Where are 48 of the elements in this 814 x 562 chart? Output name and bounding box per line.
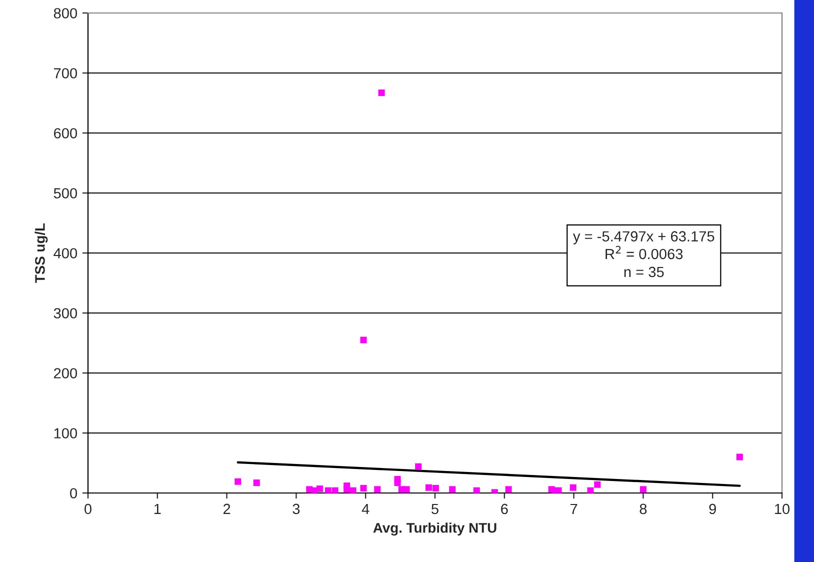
- y-tick-label: 200: [54, 368, 78, 378]
- point: [432, 484, 439, 492]
- x-tick-label: 3: [292, 504, 300, 514]
- point: [570, 484, 576, 491]
- x-tick-label: 0: [84, 504, 92, 514]
- x-tick-label: 10: [775, 504, 790, 514]
- y-tick-label: 700: [54, 68, 78, 78]
- point: [324, 487, 332, 493]
- point: [594, 481, 601, 488]
- point: [360, 336, 367, 344]
- point: [640, 486, 646, 493]
- y-tick-label: 500: [54, 188, 78, 198]
- point: [360, 484, 367, 492]
- point: [587, 487, 594, 493]
- y-axis-title: TSS ug/L: [34, 223, 48, 283]
- point: [316, 486, 324, 492]
- point: [425, 484, 432, 491]
- x-tick-label: 5: [432, 504, 438, 514]
- x-tick-label: 9: [709, 504, 716, 514]
- point: [555, 487, 562, 493]
- point: [378, 90, 385, 96]
- point: [350, 487, 356, 493]
- x-axis-title: Avg. Turbidity NTU: [373, 522, 496, 536]
- point: [403, 486, 410, 493]
- point: [332, 487, 338, 493]
- x-tick-label: 4: [362, 504, 370, 514]
- point: [473, 487, 480, 493]
- point: [253, 480, 260, 486]
- point: [234, 478, 242, 485]
- y-tick-label: 300: [54, 308, 78, 318]
- x-tick-label: 7: [570, 504, 578, 514]
- annotation: y = -5.4797x + 63.175 R$^{2}$ = 0.0063 n = 35: [572, 231, 714, 278]
- x-tick-label: 6: [501, 504, 508, 514]
- y-tick-label: 400: [54, 248, 78, 258]
- y-tick-label: 600: [54, 128, 78, 138]
- point: [449, 486, 456, 493]
- point: [394, 480, 401, 486]
- y-tick-label: 100: [54, 428, 78, 438]
- point: [415, 463, 422, 470]
- point: [344, 486, 350, 493]
- y-tick-label: 0: [70, 488, 78, 498]
- x-tick-label: 2: [223, 504, 230, 514]
- point: [505, 486, 512, 493]
- y-tick-label: 800: [54, 8, 78, 18]
- point: [736, 454, 743, 460]
- x-tick-label: 1: [154, 504, 161, 514]
- point: [374, 486, 381, 493]
- x-tick-label: 8: [640, 504, 647, 514]
